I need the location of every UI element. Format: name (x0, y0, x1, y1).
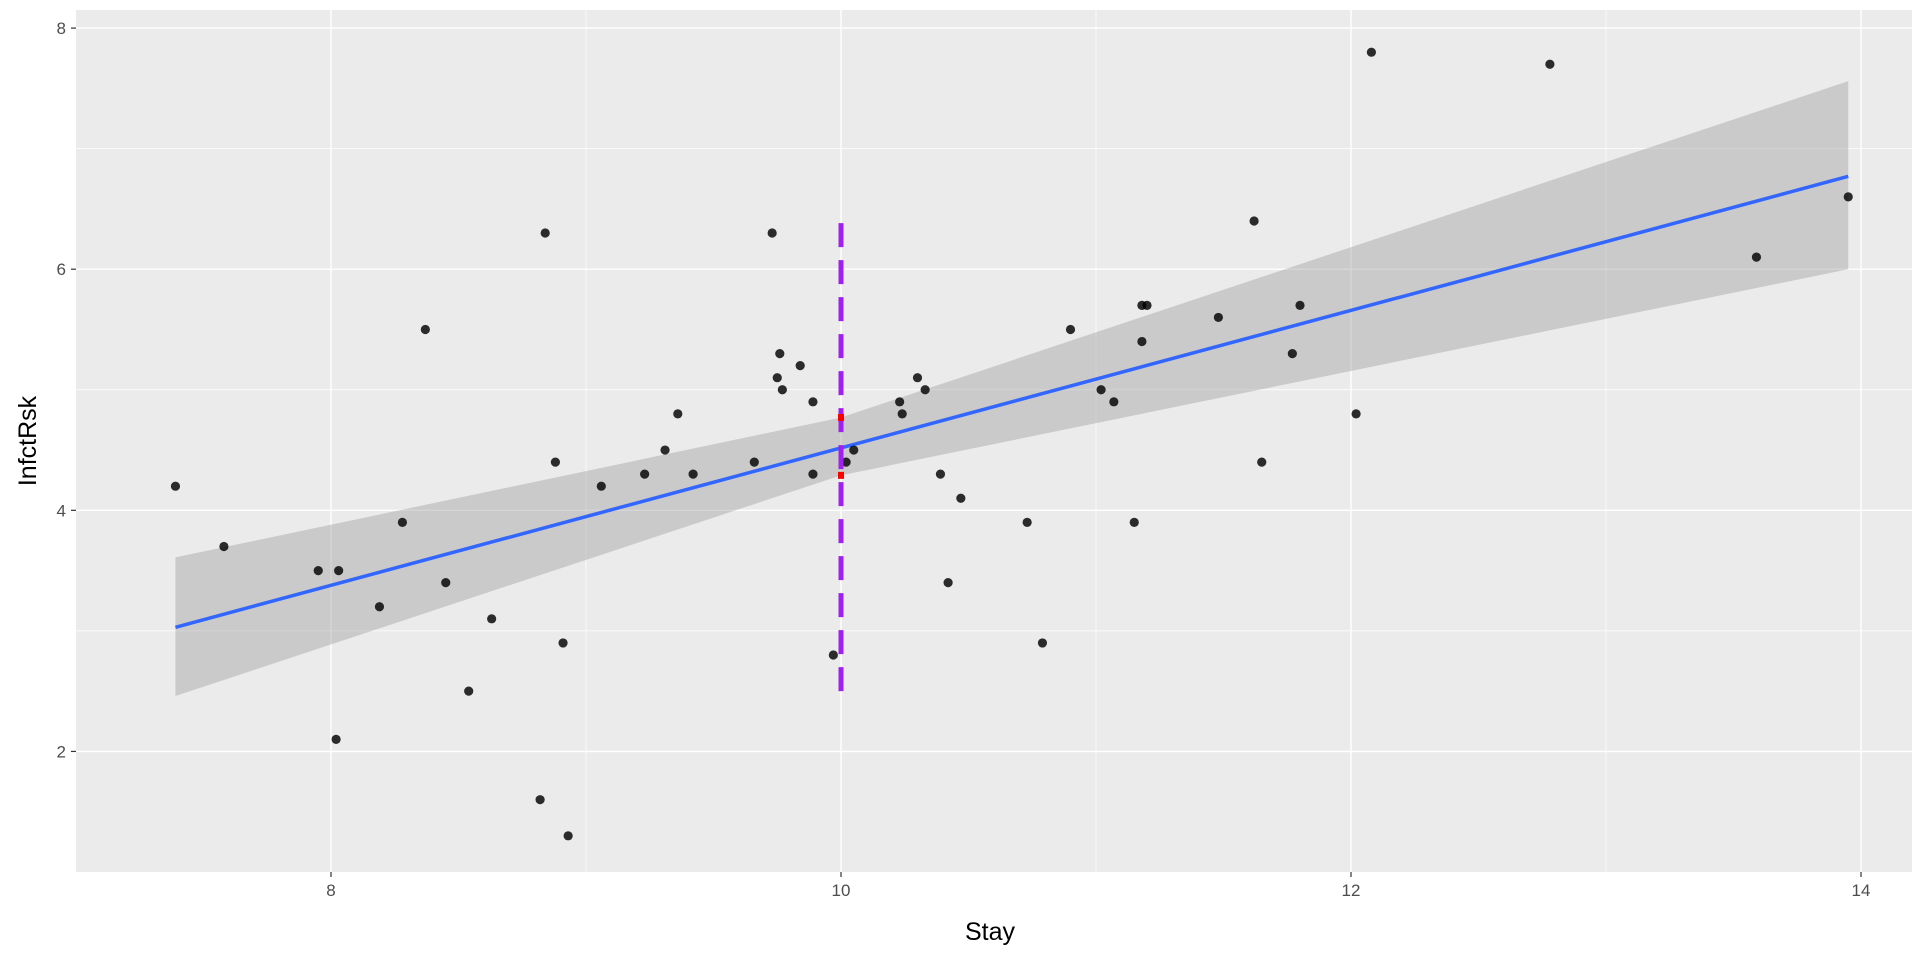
data-point (550, 457, 561, 467)
data-point (795, 361, 805, 371)
data-point (1137, 336, 1147, 347)
y-tick-label: 6 (57, 260, 66, 279)
data-point (772, 373, 782, 383)
x-tick-label: 12 (1342, 881, 1361, 900)
x-axis-title: Stay (965, 918, 1016, 946)
data-point (777, 385, 787, 395)
data-point (943, 578, 953, 588)
data-point (688, 469, 698, 479)
x-tick-label: 10 (832, 881, 851, 900)
confidence-band-layer (175, 81, 1849, 696)
reference-line-layer (838, 214, 844, 692)
data-point (1037, 638, 1048, 648)
data-point (1213, 312, 1223, 323)
axis-ticks: 8 10 12 14 2 4 6 8 (57, 19, 1871, 900)
y-tick-label: 2 (57, 742, 66, 761)
data-point (920, 385, 930, 395)
data-point (1295, 300, 1305, 310)
data-point (1545, 59, 1555, 69)
data-point (1065, 324, 1076, 335)
data-point (219, 541, 229, 552)
data-point (1351, 409, 1361, 419)
data-point (841, 457, 851, 467)
data-point (808, 469, 818, 479)
fit-line-layer (174, 174, 1849, 629)
data-point (895, 397, 905, 407)
data-point (897, 409, 907, 419)
data-point (487, 614, 497, 624)
data-point (1096, 385, 1106, 395)
data-point (535, 795, 545, 805)
data-point (170, 481, 181, 491)
data-point (935, 469, 946, 479)
data-point (912, 373, 923, 383)
x-tick-label: 8 (326, 881, 335, 900)
data-point (558, 638, 568, 648)
data-point (1129, 517, 1139, 527)
interval-mark (838, 471, 844, 479)
data-point (1142, 300, 1152, 310)
data-point (956, 493, 966, 503)
data-point (596, 481, 606, 491)
data-point (775, 348, 785, 359)
data-point (1751, 252, 1762, 262)
data-point (1366, 47, 1376, 57)
data-point (767, 228, 777, 238)
data-point (563, 831, 573, 841)
confidence-band (175, 81, 1849, 696)
y-axis-title: InfctRsk (14, 395, 42, 486)
regression-fit-line (174, 174, 1849, 629)
data-point (464, 686, 474, 696)
data-point (1022, 517, 1032, 527)
data-point (808, 397, 818, 407)
data-point (1109, 397, 1119, 407)
data-point (1287, 348, 1297, 359)
data-point (673, 409, 683, 419)
data-point (331, 734, 341, 744)
data-point (849, 445, 859, 455)
data-point (660, 445, 670, 455)
data-point (374, 602, 385, 612)
y-tick-label: 4 (57, 501, 66, 520)
data-points (170, 47, 1853, 841)
data-point (1843, 192, 1853, 202)
data-point (313, 566, 323, 576)
data-point (540, 228, 550, 238)
data-point (397, 517, 407, 527)
grid-lines (76, 10, 1912, 872)
data-point (749, 457, 759, 467)
data-point (441, 578, 451, 588)
data-point (828, 650, 838, 660)
data-point (334, 566, 344, 576)
data-point (1257, 457, 1267, 467)
y-tick-label: 8 (57, 19, 66, 38)
x-tick-label: 14 (1852, 881, 1871, 900)
data-point (420, 324, 430, 335)
data-point (640, 469, 650, 479)
interval-mark (838, 413, 844, 421)
data-point (1249, 216, 1259, 226)
